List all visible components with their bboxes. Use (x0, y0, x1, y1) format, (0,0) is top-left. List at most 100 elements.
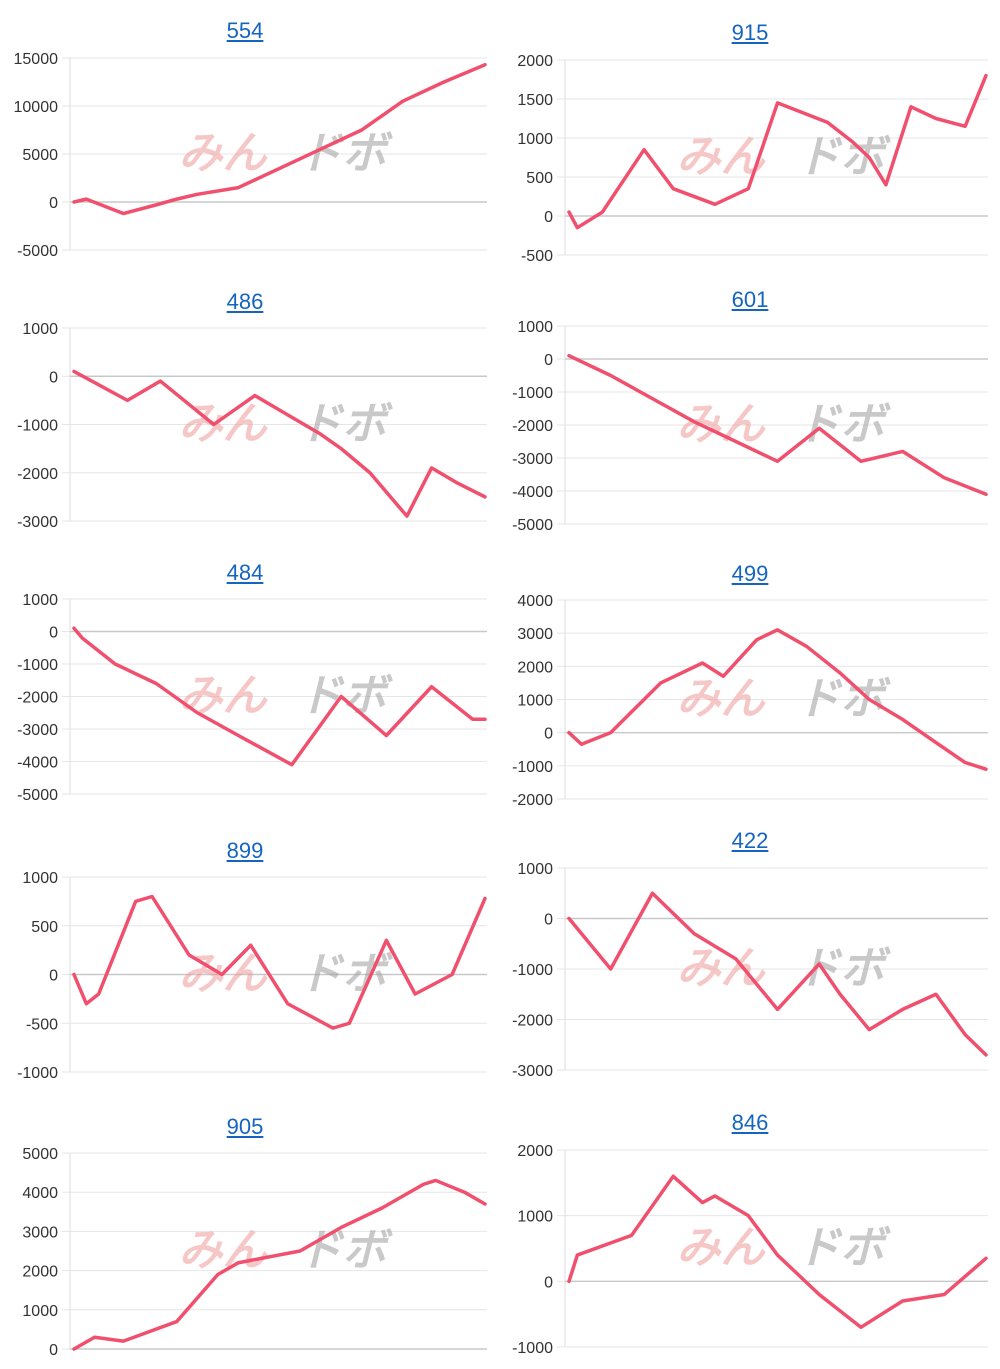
series-line (72, 62, 487, 216)
series-line (567, 891, 988, 1057)
watermark-logo: みん (677, 674, 767, 725)
y-tick-label: 500 (31, 919, 58, 936)
y-tick-label: -3000 (17, 722, 58, 739)
watermark-logo: ドボ (797, 1223, 892, 1274)
series-line (72, 369, 487, 518)
y-tick-label: 1000 (22, 321, 58, 338)
y-tick-label: 3000 (22, 1224, 58, 1241)
watermark-logo: ドボ (797, 132, 892, 183)
y-tick-label: 1000 (517, 319, 553, 336)
y-tick-label: 0 (49, 195, 58, 212)
watermark-logo: ドボ (797, 674, 892, 725)
line-chart: 5000 4000 3000 2000 1000 0 みん ドボ (22, 1146, 487, 1359)
y-tick-label: -5000 (512, 517, 553, 534)
y-tick-label: 0 (544, 1274, 553, 1291)
y-tick-label: 2000 (517, 1143, 553, 1160)
y-tick-label: -3000 (17, 514, 58, 531)
y-tick-label: 0 (49, 625, 58, 642)
y-tick-label: -2000 (512, 1013, 553, 1030)
y-tick-label: 1500 (517, 92, 553, 109)
y-tick-label: 4000 (517, 593, 553, 610)
y-tick-label: 1000 (22, 1303, 58, 1320)
y-tick-label: 10000 (14, 99, 59, 116)
y-tick-label: 1000 (517, 1209, 553, 1226)
chart-title-link[interactable]: 486 (226, 289, 264, 314)
y-tick-label: 1000 (517, 693, 553, 710)
watermark-logo: ドボ (797, 399, 892, 450)
chart-title-link[interactable]: 601 (731, 287, 769, 312)
y-tick-label: 0 (544, 209, 553, 226)
y-tick-label: -1000 (17, 418, 58, 435)
y-tick-label: -1000 (512, 759, 553, 776)
series-line (567, 73, 988, 230)
y-tick-label: 15000 (14, 51, 59, 68)
y-tick-label: -500 (521, 248, 553, 265)
chart-title-link[interactable]: 484 (226, 560, 264, 585)
y-tick-label: -3000 (512, 1063, 553, 1080)
line-chart: 1000 0 -1000 -2000 -3000 -4000 -5000 みん ドボ (17, 592, 487, 804)
series-line (72, 1178, 487, 1351)
y-tick-label: -2000 (17, 690, 58, 707)
y-tick-label: 0 (544, 726, 553, 743)
watermark-logo: ドボ (299, 399, 394, 450)
line-chart: 1000 0 -1000 -2000 -3000 -4000 -5000 みん ドボ (512, 319, 988, 534)
y-tick-label: -3000 (512, 451, 553, 468)
y-tick-label: 2000 (517, 53, 553, 70)
watermark-logo: みん (179, 128, 269, 179)
y-tick-label: -500 (26, 1016, 58, 1033)
y-tick-label: 3000 (517, 626, 553, 643)
y-tick-label: -1000 (512, 385, 553, 402)
y-tick-label: 0 (49, 968, 58, 985)
y-tick-label: 5000 (22, 1146, 58, 1163)
y-tick-label: 1000 (22, 592, 58, 609)
chart-title-link[interactable]: 846 (731, 1110, 769, 1135)
y-tick-label: 0 (49, 1342, 58, 1359)
line-chart: 4000 3000 2000 1000 0 -1000 -2000 みん ドボ (512, 593, 988, 809)
y-tick-label: -5000 (17, 787, 58, 804)
watermark-logo: ドボ (299, 1225, 394, 1276)
y-tick-label: -2000 (512, 418, 553, 435)
y-tick-label: 0 (544, 352, 553, 369)
watermark-logo: ドボ (797, 943, 892, 994)
y-tick-label: -2000 (512, 792, 553, 809)
y-tick-label: -1000 (17, 1065, 58, 1082)
series-line (72, 626, 487, 767)
series-line (567, 353, 988, 497)
y-tick-label: 4000 (22, 1185, 58, 1202)
y-tick-label: 2000 (22, 1264, 58, 1281)
y-tick-label: -4000 (512, 484, 553, 501)
watermark-logo: みん (179, 1225, 269, 1276)
line-chart: 2000 1000 0 -1000 みん ドボ (512, 1143, 988, 1357)
y-tick-label: 1000 (517, 131, 553, 148)
y-tick-label: -4000 (17, 755, 58, 772)
y-tick-label: -1000 (17, 657, 58, 674)
watermark-logo: みん (677, 1223, 767, 1274)
chart-title-link[interactable]: 915 (731, 20, 769, 45)
y-tick-label: 0 (49, 369, 58, 386)
y-tick-label: 5000 (22, 147, 58, 164)
y-tick-label: 2000 (517, 659, 553, 676)
y-tick-label: -2000 (17, 466, 58, 483)
chart-title-link[interactable]: 905 (226, 1114, 264, 1139)
series-line (567, 1174, 988, 1330)
series-line (72, 894, 487, 1030)
y-tick-label: -1000 (512, 962, 553, 979)
watermark-logo: みん (677, 399, 767, 450)
chart-title-link[interactable]: 422 (731, 828, 769, 853)
watermark-logo: ドボ (299, 671, 394, 722)
chart-title-link[interactable]: 499 (731, 561, 769, 586)
y-tick-label: 1000 (22, 870, 58, 887)
y-tick-label: 500 (526, 170, 553, 187)
series-line (567, 628, 988, 771)
y-tick-label: -1000 (512, 1340, 553, 1357)
y-tick-label: 1000 (517, 861, 553, 878)
y-tick-label: 0 (544, 912, 553, 929)
watermark-logo: みん (179, 671, 269, 722)
chart-title-link[interactable]: 899 (226, 838, 264, 863)
chart-title-link[interactable]: 554 (226, 18, 264, 43)
